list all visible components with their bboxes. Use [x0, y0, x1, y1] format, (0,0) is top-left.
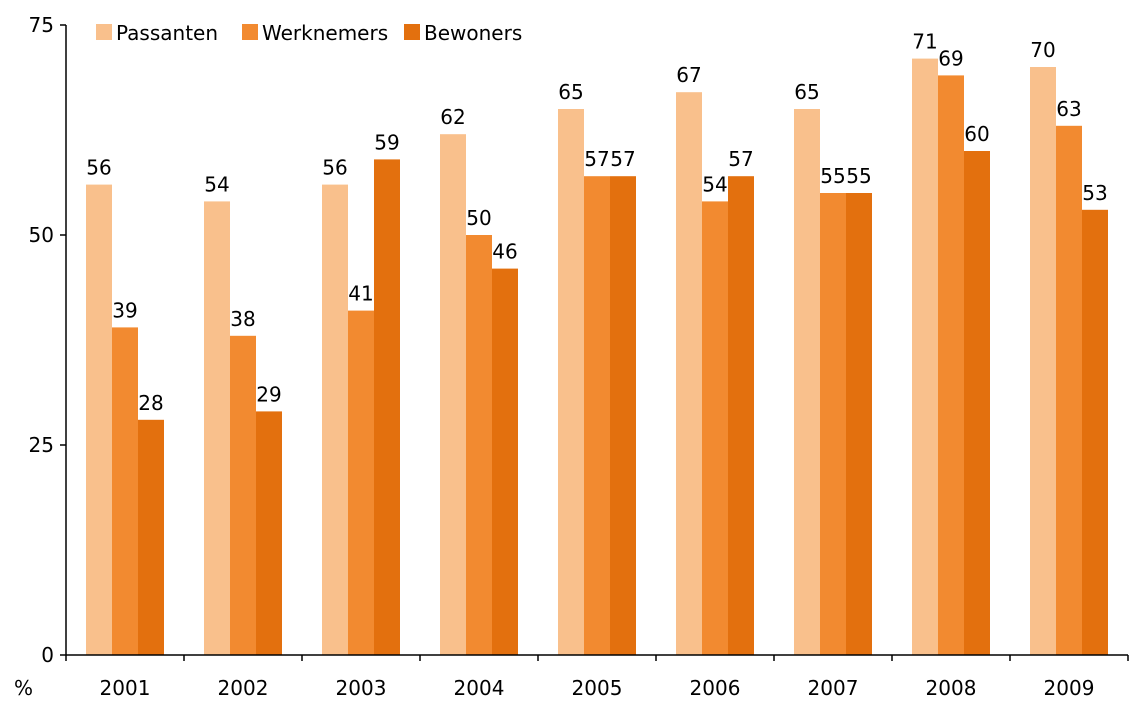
data-label-werknemers-2005: 57	[584, 147, 609, 171]
data-label-bewoners-2007: 55	[846, 164, 871, 188]
data-label-werknemers-2006: 54	[702, 172, 727, 196]
bar-werknemers-2001	[112, 327, 138, 655]
data-label-werknemers-2009: 63	[1056, 97, 1081, 121]
bar-passanten-2001	[86, 184, 112, 655]
data-label-passanten-2006: 67	[676, 63, 701, 87]
data-label-bewoners-2002: 29	[256, 382, 281, 406]
data-label-werknemers-2004: 50	[466, 206, 491, 230]
bar-werknemers-2009	[1056, 125, 1082, 656]
bar-bewoners-2003	[374, 159, 400, 655]
bar-werknemers-2005	[584, 176, 610, 655]
bar-passanten-2005	[558, 109, 584, 655]
legend: Passanten Werknemers Bewoners	[96, 21, 522, 45]
data-label-passanten-2007: 65	[794, 80, 819, 104]
x-tick-label: 2001	[100, 676, 151, 700]
y-ticks-group: 0 25 50 75	[29, 13, 66, 667]
legend-label-passanten: Passanten	[116, 21, 218, 45]
data-label-bewoners-2005: 57	[610, 147, 635, 171]
data-label-passanten-2003: 56	[322, 156, 347, 180]
data-label-werknemers-2007: 55	[820, 164, 845, 188]
bar-bewoners-2004	[492, 268, 518, 655]
x-tick-label: 2006	[690, 676, 741, 700]
bar-werknemers-2007	[820, 193, 846, 655]
x-tick-label: 2008	[926, 676, 977, 700]
bar-werknemers-2004	[466, 235, 492, 655]
bar-werknemers-2002	[230, 335, 256, 655]
data-label-passanten-2008: 71	[912, 30, 937, 54]
y-tick-label: 50	[29, 223, 54, 247]
bar-passanten-2002	[204, 201, 230, 655]
bar-bewoners-2009	[1082, 209, 1108, 656]
y-tick-label: 75	[29, 13, 54, 37]
bar-passanten-2009	[1030, 67, 1056, 655]
x-tick-label: 2007	[808, 676, 859, 700]
bar-passanten-2007	[794, 109, 820, 655]
data-label-bewoners-2003: 59	[374, 130, 399, 154]
data-label-passanten-2005: 65	[558, 80, 583, 104]
data-label-passanten-2004: 62	[440, 105, 465, 129]
bar-bewoners-2008	[964, 151, 990, 655]
legend-swatch-passanten	[96, 24, 112, 40]
legend-label-werknemers: Werknemers	[262, 21, 388, 45]
bar-passanten-2004	[440, 134, 466, 655]
x-tick-label: 2003	[336, 676, 387, 700]
data-label-passanten-2009: 70	[1030, 38, 1055, 62]
bars-group	[86, 58, 1108, 656]
axes-group	[65, 25, 1128, 656]
data-label-passanten-2001: 56	[86, 156, 111, 180]
data-label-bewoners-2006: 57	[728, 147, 753, 171]
legend-swatch-bewoners	[404, 24, 420, 40]
data-label-bewoners-2001: 28	[138, 391, 163, 415]
bar-bewoners-2002	[256, 411, 282, 655]
bar-bewoners-2007	[846, 193, 872, 655]
data-label-werknemers-2002: 38	[230, 307, 255, 331]
bar-bewoners-2001	[138, 419, 164, 655]
x-tick-label: 2002	[218, 676, 269, 700]
data-label-bewoners-2008: 60	[964, 122, 989, 146]
data-label-werknemers-2001: 39	[112, 298, 137, 322]
bar-werknemers-2008	[938, 75, 964, 655]
data-label-bewoners-2004: 46	[492, 240, 517, 264]
bar-passanten-2006	[676, 92, 702, 655]
x-tick-label: 2004	[454, 676, 505, 700]
bar-passanten-2008	[912, 58, 938, 656]
bar-passanten-2003	[322, 184, 348, 655]
legend-swatch-werknemers	[242, 24, 258, 40]
y-unit-label: %	[14, 676, 33, 700]
data-label-werknemers-2008: 69	[938, 46, 963, 70]
data-label-werknemers-2003: 41	[348, 282, 373, 306]
x-ticks-group: 2001 2002 2003 2004 2005 2006 2007 2008 2009	[65, 655, 1129, 700]
legend-label-bewoners: Bewoners	[424, 21, 522, 45]
bar-werknemers-2003	[348, 310, 374, 655]
x-tick-label: 2005	[572, 676, 623, 700]
data-label-passanten-2002: 54	[204, 172, 229, 196]
y-tick-label: 0	[41, 643, 54, 667]
y-tick-label: 25	[29, 433, 54, 457]
x-tick-label: 2009	[1044, 676, 1095, 700]
bar-bewoners-2006	[728, 176, 754, 655]
bar-werknemers-2006	[702, 201, 728, 655]
bar-bewoners-2005	[610, 176, 636, 655]
data-label-bewoners-2009: 53	[1082, 181, 1107, 205]
